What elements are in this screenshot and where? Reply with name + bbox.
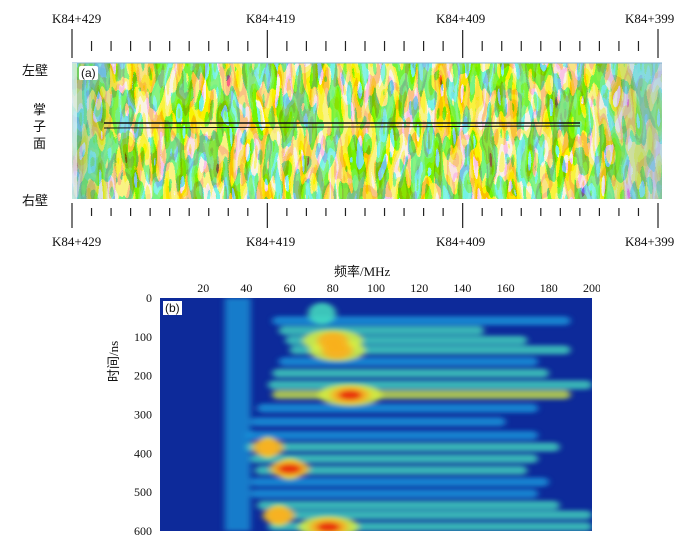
x-tick-label: 120 <box>410 281 428 295</box>
spectrum-band <box>224 298 251 531</box>
spectrogram-chart: 20 40 60 80 100 120 140 160 180 200 0 100 200 300 400… <box>134 281 600 538</box>
face-label-char-1: 掌 <box>33 102 47 117</box>
face-label-char-2: 子 <box>33 119 47 134</box>
spectrum-band <box>272 316 571 326</box>
spectrum-band <box>250 454 538 464</box>
y-axis-ticks: 0 100 200 300 400 500 600 <box>134 291 152 538</box>
hot-spot <box>328 345 347 356</box>
spectrum-band <box>257 500 560 510</box>
x-tick-label: 140 <box>453 281 471 295</box>
top-chainage-3: K84+409 <box>436 11 486 26</box>
right-wall-label: 右壁 <box>22 193 49 208</box>
spectrum-band <box>278 326 484 336</box>
y-tick-label: 500 <box>134 485 152 499</box>
hot-spot <box>277 463 302 474</box>
hot-spot <box>338 390 363 401</box>
top-chainage-2: K84+419 <box>246 11 296 26</box>
spectrum-band <box>257 403 538 413</box>
x-tick-label: 180 <box>540 281 558 295</box>
y-tick-label: 0 <box>146 291 152 305</box>
spectrum-band <box>250 489 538 499</box>
spectrum-band <box>250 417 506 427</box>
face-label-char-3: 面 <box>33 136 47 151</box>
hot-spot <box>269 510 288 521</box>
left-wall-label: 左壁 <box>22 63 49 78</box>
spectrum-band <box>246 430 538 440</box>
spectrum-band <box>263 510 592 520</box>
radar-image <box>72 62 662 199</box>
y-tick-label: 400 <box>134 446 152 460</box>
spectrum-band <box>272 368 549 378</box>
top-scale-bar <box>71 29 659 63</box>
x-tick-label: 60 <box>284 281 296 295</box>
bottom-scale-bar <box>71 199 659 228</box>
bottom-chainage-4: K84+399 <box>625 234 675 249</box>
x-tick-label: 200 <box>583 281 600 295</box>
x-tick-label: 160 <box>497 281 515 295</box>
x-axis-title: 频率/MHz <box>334 264 391 279</box>
x-tick-label: 100 <box>367 281 385 295</box>
y-tick-label: 300 <box>134 408 152 422</box>
spectrum-band <box>272 390 571 400</box>
spectrum-band <box>250 477 549 487</box>
spectrum-band <box>278 357 538 367</box>
spectrogram-marks <box>224 298 592 531</box>
y-tick-label: 200 <box>134 369 152 383</box>
y-axis-title: 时间/ns <box>106 340 121 382</box>
bottom-chainage-1: K84+429 <box>52 234 102 249</box>
top-chainage-1: K84+429 <box>52 11 102 26</box>
hot-spot <box>259 442 277 453</box>
panel-b-label: (b) <box>163 301 182 315</box>
working-face-lines <box>103 122 581 129</box>
x-tick-label: 40 <box>240 281 252 295</box>
spectrum-band <box>268 380 592 390</box>
y-tick-label: 100 <box>134 330 152 344</box>
x-tick-label: 80 <box>327 281 339 295</box>
bottom-chainage-3: K84+409 <box>436 234 486 249</box>
energy-halo <box>308 302 336 325</box>
x-tick-label: 20 <box>197 281 209 295</box>
top-chainage-4: K84+399 <box>625 11 675 26</box>
y-tick-label: 600 <box>134 524 152 538</box>
x-axis-ticks: 20 40 60 80 100 120 140 160 180 200 <box>197 281 600 295</box>
radar-profile-figure <box>71 29 662 228</box>
bottom-chainage-2: K84+419 <box>246 234 296 249</box>
spectrum-band <box>246 442 560 452</box>
panel-a-label: (a) <box>79 66 98 80</box>
hot-spot <box>316 522 341 531</box>
spectrum-band <box>255 465 528 475</box>
